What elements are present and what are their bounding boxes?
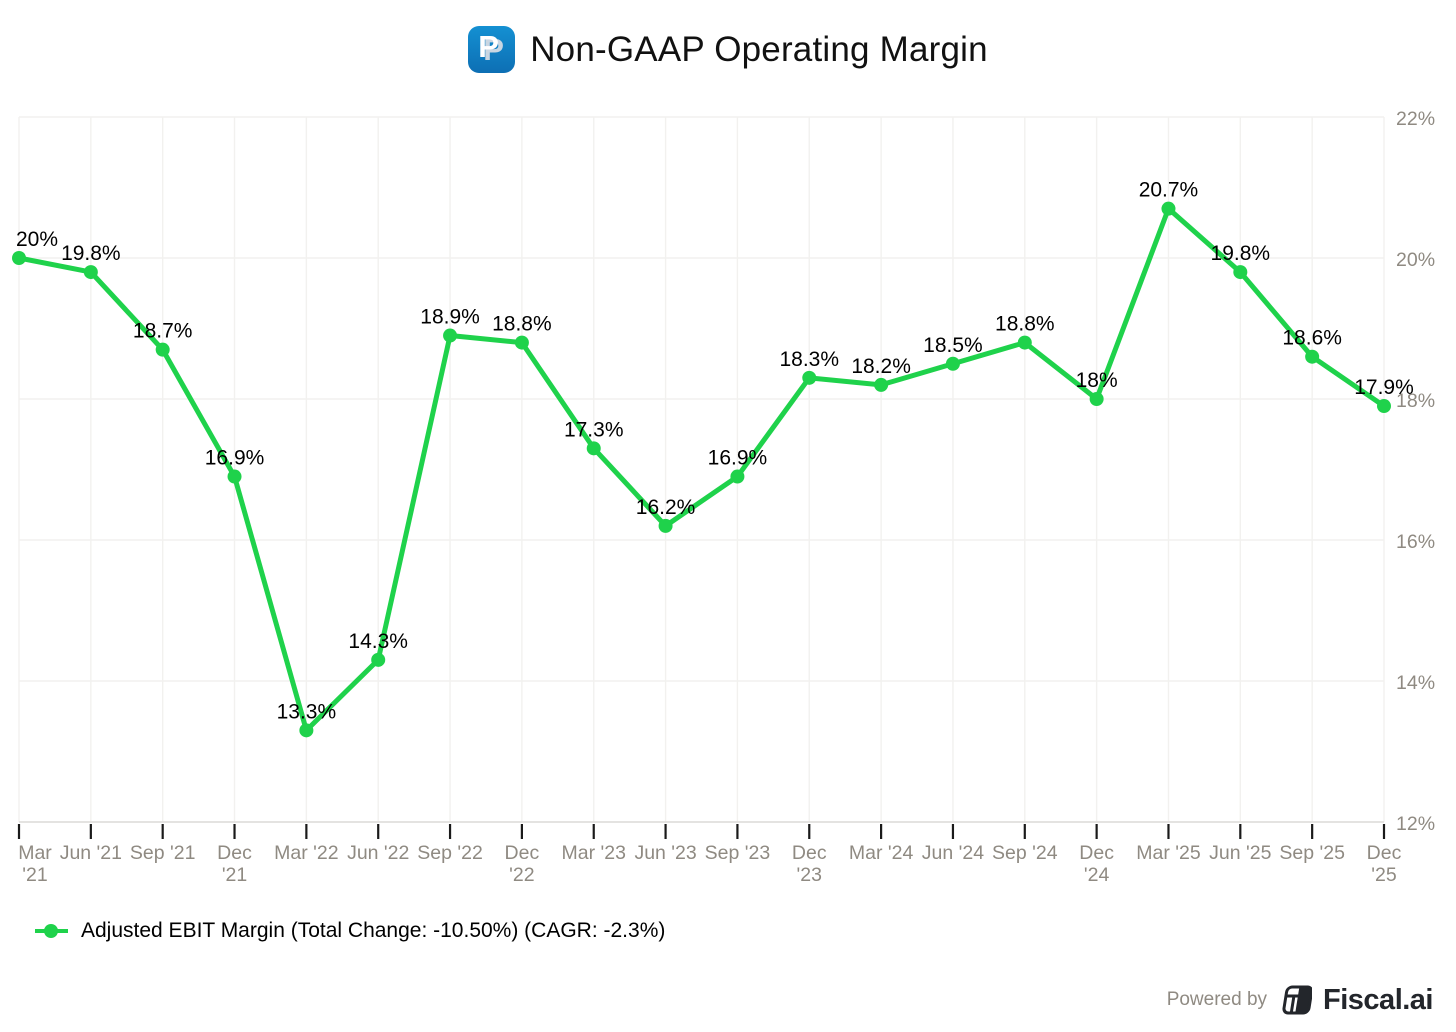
x-tick-label: Mar '23 <box>562 842 626 864</box>
x-tick-label: Mar '24 <box>849 842 914 864</box>
x-tick-label: Jun '21 <box>60 842 122 864</box>
data-point <box>1305 349 1320 364</box>
data-point <box>227 469 242 484</box>
paypal-logo-front-p: P <box>478 29 499 64</box>
data-point-label: 13.3% <box>277 700 337 723</box>
x-tick-label: Dec '25 <box>1367 842 1402 886</box>
y-tick-label: 22% <box>1396 108 1435 130</box>
paypal-logo-back-p: P <box>483 32 504 67</box>
data-point-label: 19.8% <box>61 242 121 265</box>
data-point <box>299 723 314 738</box>
data-point-label: 18.2% <box>851 355 911 378</box>
legend-label: Adjusted EBIT Margin (Total Change: -10.… <box>81 919 666 942</box>
data-point <box>1161 201 1176 216</box>
data-point <box>371 652 386 667</box>
data-point <box>945 356 960 371</box>
x-tick-label: Sep '23 <box>705 842 771 864</box>
data-point-label: 19.8% <box>1211 242 1271 265</box>
legend: Adjusted EBIT Margin (Total Change: -10.… <box>33 919 665 943</box>
chart-header: P P Non-GAAP Operating Margin <box>0 26 1456 73</box>
powered-by-text: Powered by <box>1166 989 1268 1010</box>
data-point-label: 20.7% <box>1139 179 1199 202</box>
data-point-label: 18.7% <box>133 320 193 343</box>
y-tick-label: 20% <box>1396 249 1435 271</box>
x-tick-label: Mar '21 <box>18 842 52 886</box>
x-tick-label: Dec '23 <box>792 842 827 886</box>
data-point <box>658 518 673 533</box>
x-tick-label: Dec '24 <box>1079 842 1114 886</box>
data-point-label: 14.3% <box>348 630 408 653</box>
data-point <box>730 469 745 484</box>
data-point-label: 16.2% <box>636 496 696 519</box>
x-tick-label: Dec '21 <box>217 842 252 886</box>
x-tick-label: Dec '22 <box>505 842 540 886</box>
data-point-label: 18.9% <box>420 306 480 329</box>
data-point-label: 18.3% <box>779 348 839 371</box>
data-point-label: 16.9% <box>205 447 265 470</box>
data-point-label: 17.9% <box>1354 376 1414 399</box>
fiscal-ai-brand-text: Fiscal.ai <box>1323 983 1433 1016</box>
data-point <box>443 328 458 343</box>
data-point <box>1017 335 1032 350</box>
legend-marker-icon <box>35 924 68 938</box>
y-tick-label: 16% <box>1396 531 1435 553</box>
x-tick-label: Sep '25 <box>1279 842 1345 864</box>
series-line <box>16 206 1387 733</box>
data-point <box>155 342 170 357</box>
data-point <box>874 377 889 392</box>
x-tick-label: Mar '25 <box>1136 842 1201 864</box>
data-point <box>1089 392 1104 406</box>
y-tick-label: 18% <box>1396 390 1435 412</box>
data-point-label: 18.8% <box>492 313 552 336</box>
x-tick-label: Jun '24 <box>922 842 984 864</box>
data-point-label: 18% <box>1076 369 1118 392</box>
data-point <box>1233 265 1248 280</box>
x-tick-label: Mar '22 <box>274 842 338 864</box>
data-point-label: 18.5% <box>923 334 983 357</box>
data-point <box>586 441 601 456</box>
data-point <box>83 265 98 280</box>
paypal-logo-icon: P P <box>468 26 516 73</box>
fiscal-ai-logo-icon <box>1282 985 1313 1015</box>
data-point <box>802 370 817 385</box>
data-point-label: 17.3% <box>564 418 624 441</box>
y-tick-label: 12% <box>1396 813 1435 835</box>
data-point <box>1377 399 1391 414</box>
x-tick-label: Jun '25 <box>1209 842 1271 864</box>
data-point-label: 20% <box>16 228 58 251</box>
x-tick-label: Sep '24 <box>992 842 1058 864</box>
data-point <box>12 251 26 265</box>
data-point-label: 16.9% <box>708 447 768 470</box>
x-tick-label: Jun '22 <box>347 842 409 864</box>
page-title: Non-GAAP Operating Margin <box>530 29 988 69</box>
x-tick-label: Sep '21 <box>130 842 196 864</box>
x-tick-label: Jun '23 <box>634 842 696 864</box>
data-point-label: 18.6% <box>1282 327 1342 350</box>
data-point-label: 18.8% <box>995 313 1055 336</box>
y-tick-label: 14% <box>1396 672 1435 694</box>
data-point <box>514 335 529 350</box>
footer-attribution: Powered by Fiscal.ai <box>1166 983 1434 1017</box>
x-tick-label: Sep '22 <box>417 842 483 864</box>
